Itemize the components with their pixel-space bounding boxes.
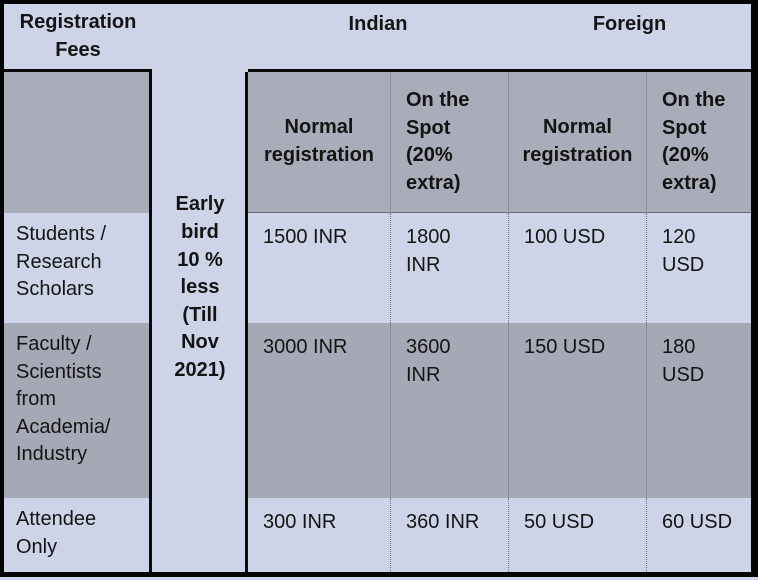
cell-attendee-foreign-normal: 50 USD <box>508 498 646 572</box>
early-bird-note-cell: Early bird 10 % less (Till Nov 2021) <box>152 4 248 572</box>
row-label-faculty-scientists: Faculty / Scientists from Academia/ Indu… <box>4 323 152 498</box>
header-foreign-on-the-spot: On the Spot (20% extra) <box>646 72 751 213</box>
cell-students-foreign-normal: 100 USD <box>508 213 646 323</box>
cell-faculty-foreign-normal: 150 USD <box>508 323 646 498</box>
group-header-indian: Indian <box>248 4 508 72</box>
cell-faculty-indian-onspot: 3600 INR <box>390 323 508 498</box>
cell-faculty-indian-normal: 3000 INR <box>248 323 390 498</box>
header-indian-normal-registration: Normal registration <box>248 72 390 213</box>
cell-attendee-indian-normal: 300 INR <box>248 498 390 572</box>
cell-students-indian-normal: 1500 INR <box>248 213 390 323</box>
cell-students-indian-onspot: 1800 INR <box>390 213 508 323</box>
row-label-attendee-only: Attendee Only <box>4 498 152 572</box>
group-header-foreign: Foreign <box>508 4 751 72</box>
cell-attendee-indian-onspot: 360 INR <box>390 498 508 572</box>
blank-header-cell <box>4 72 152 213</box>
corner-header-registration-fees: Registration Fees <box>4 4 152 72</box>
cell-attendee-foreign-onspot: 60 USD <box>646 498 751 572</box>
cell-faculty-foreign-onspot: 180 USD <box>646 323 751 498</box>
row-label-students-research-scholars: Students / Research Scholars <box>4 213 152 323</box>
header-foreign-normal-registration: Normal registration <box>508 72 646 213</box>
cell-students-foreign-onspot: 120 USD <box>646 213 751 323</box>
header-indian-on-the-spot: On the Spot (20% extra) <box>390 72 508 213</box>
